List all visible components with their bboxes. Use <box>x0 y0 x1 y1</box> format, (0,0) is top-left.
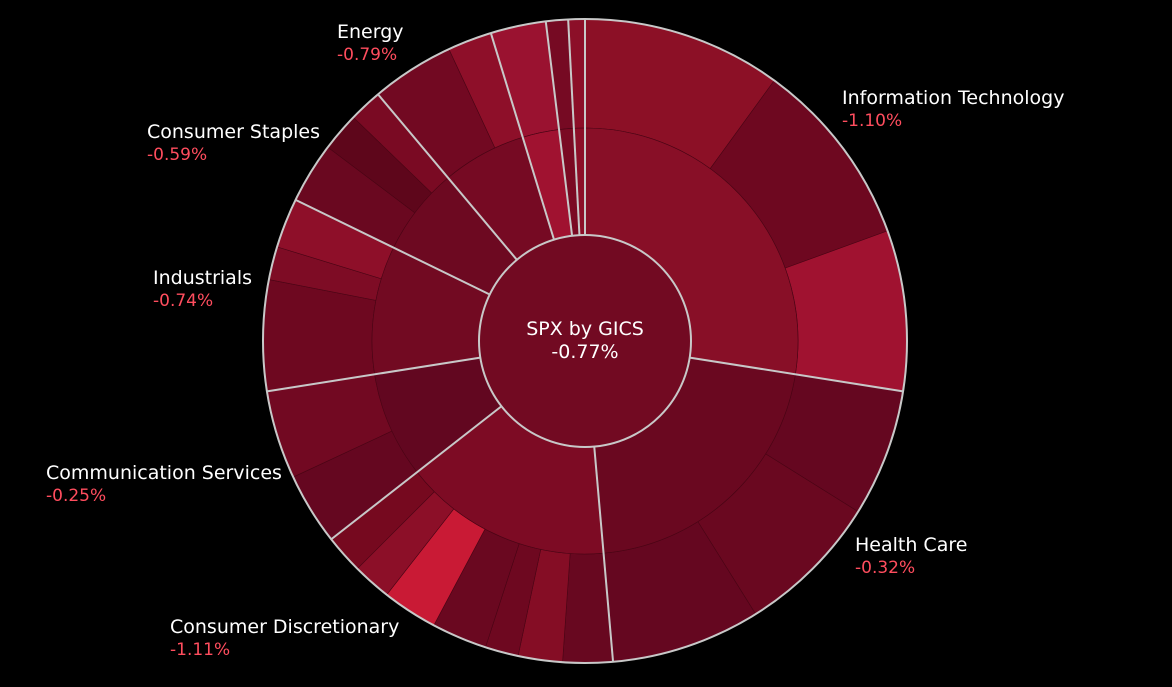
sector-boundaries <box>266 19 904 662</box>
label-energy-name: Energy <box>337 21 404 43</box>
sector-boundary-industrials <box>266 356 481 393</box>
label-consumer-discretionary-value: -1.11% <box>170 640 230 660</box>
sector-boundary-real-estate <box>567 19 581 236</box>
center-title: SPX by GICS <box>526 318 644 340</box>
sector-boundary-consumer-discretionary <box>593 446 615 662</box>
inner-ring <box>371 127 799 555</box>
center-value: -0.77% <box>551 341 618 363</box>
label-health-care-name: Health Care <box>855 534 967 556</box>
label-information-technology-name: Information Technology <box>842 87 1064 109</box>
label-consumer-discretionary-name: Consumer Discretionary <box>170 616 399 638</box>
sector-boundary-consumer-staples <box>295 198 491 296</box>
sector-boundary-utilities <box>544 21 574 236</box>
sector-boundary-health-care <box>689 356 904 393</box>
outer-ring <box>262 18 908 664</box>
sector-boundary-energy <box>377 93 518 261</box>
sector-boundary-materials <box>489 32 555 240</box>
label-industrials-value: -0.74% <box>153 291 213 311</box>
outer-border <box>262 18 908 664</box>
label-energy-value: -0.79% <box>337 45 397 65</box>
label-consumer-staples-name: Consumer Staples <box>147 121 320 143</box>
label-communication-services-name: Communication Services <box>46 462 282 484</box>
label-consumer-staples-value: -0.59% <box>147 145 207 165</box>
sector-boundary-communication-services <box>330 405 503 541</box>
label-health-care-value: -0.32% <box>855 558 915 578</box>
label-communication-services-value: -0.25% <box>46 486 106 506</box>
label-information-technology-value: -1.10% <box>842 111 902 131</box>
label-industrials-name: Industrials <box>153 267 252 289</box>
